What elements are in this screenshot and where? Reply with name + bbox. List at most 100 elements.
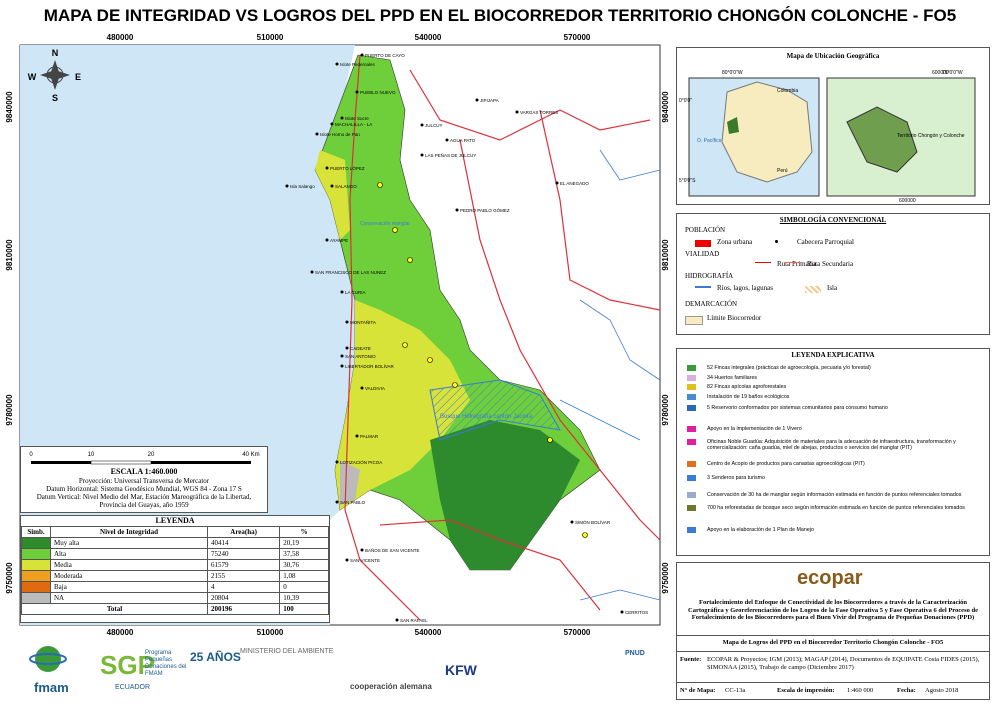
feature-label: Bosque Hidrografía cantón Jacinta (440, 414, 533, 420)
ex-item: Centro de Acopio de productos para canas… (707, 461, 865, 467)
place-dot (340, 364, 344, 368)
place-label: SIMÓN BOLÍVAR (575, 519, 611, 525)
project-marker (452, 382, 458, 388)
place-dot (355, 434, 359, 438)
scale-title: ESCALA 1:460.000 (110, 467, 178, 476)
place-dot (455, 208, 459, 212)
scale-tick: 0 (29, 452, 33, 458)
plan-manejo (429, 379, 561, 441)
place-label: Isla Salango (290, 184, 315, 189)
ex-item: 5 Reservorio conformados por sistemas co… (707, 405, 888, 411)
place-dot (310, 270, 314, 274)
x-coord: 570000 (564, 33, 591, 42)
scale-tick: 40 Km (242, 452, 259, 458)
legend-row: Alta 75240 37,58 (21, 548, 329, 560)
loc-coord: 75°0'0"W (942, 70, 963, 76)
legend-title: LEYENDA (155, 516, 195, 525)
place-label: PUERTO DE CAYO (365, 53, 405, 58)
loc-label: Territorio Chongón y Colonche (897, 133, 965, 139)
place-label: LIBERTADOR BOLÍVAR (345, 363, 395, 369)
map-no: CC-13a (725, 687, 746, 694)
legend-cell: 20804 (206, 592, 281, 604)
place-dot (330, 122, 334, 126)
legend-cell: Baja (50, 581, 208, 593)
loc-label: Perú (777, 168, 788, 174)
project-marker (407, 257, 413, 263)
map: 480000 480000 510000 510000 540000 540000 5700… (5, 33, 670, 637)
place-label: CADEATE (350, 346, 371, 351)
compass-letter: S (52, 93, 58, 103)
scale-tick: 10 (88, 452, 95, 458)
ex-item: Oficinas Noble Guadúa: Adquisición de ma… (707, 439, 956, 451)
place-dot (325, 238, 329, 242)
legend-cell: Total (21, 603, 208, 615)
y-coord: 9810000 (661, 239, 670, 271)
swatch (21, 537, 51, 549)
ecopar: ecopar (797, 567, 863, 589)
sym-icon (775, 240, 778, 243)
location-title: Mapa de Ubicación Geográfica (786, 52, 880, 60)
sym-label: Ríos, lagos, lagunas (717, 284, 773, 292)
place-dot (345, 320, 349, 324)
zone-media (315, 150, 350, 240)
place-dot (620, 610, 624, 614)
place-dot (340, 290, 344, 294)
ex-item: Apoyo en la implementación de 1 Vivero (707, 426, 802, 432)
logo-text: PNUD (625, 650, 645, 657)
logo-text: 25 AÑOS (190, 650, 241, 664)
legend-cell: Moderada (50, 570, 208, 582)
place-dot (330, 184, 334, 188)
sym-icon (685, 316, 703, 325)
place-label: Islote Sucre (345, 116, 369, 121)
scale-tick: 20 (148, 452, 155, 458)
sym-group: POBLACIÓN (685, 226, 726, 234)
ex-icon (687, 405, 696, 411)
place-dot (360, 386, 364, 390)
credits: ecopar Fortalecimiento del Enfoque de Co… (676, 562, 990, 700)
place-dot (395, 618, 399, 622)
ex-item: 3 Senderos para turismo (707, 475, 766, 481)
place-label: MONTAÑITA (350, 319, 376, 325)
x-coord: 510000 (257, 628, 284, 637)
compass-letter: E (75, 72, 81, 82)
y-coord: 9750000 (5, 562, 14, 594)
place-label: Islote Horno de Pan (320, 132, 360, 137)
project-marker (377, 182, 383, 188)
y-coord: 9750000 (661, 562, 670, 594)
zone-muy-alta (430, 420, 580, 570)
legend-cell: 37,58 (279, 548, 329, 560)
title: MAPA DE INTEGRIDAD VS LOGROS DEL PPD EN … (43, 6, 957, 25)
place-dot (335, 62, 339, 66)
legend-cell: 61579 (206, 559, 281, 571)
place-label: LOTIZACIÓN PICOA (340, 459, 382, 465)
sym-label: Cabecera Parroquial (797, 238, 854, 246)
x-coord: 540000 (415, 628, 442, 637)
scale-line: Proyección: Universal Transversa de Merc… (78, 477, 210, 485)
x-coord: 480000 (107, 628, 134, 637)
logo-text: Programa Pequeñas Donaciones del FMAM (145, 650, 187, 677)
place-dot (315, 132, 319, 136)
place-dot (475, 98, 479, 102)
legend-cell: Alta (50, 548, 208, 560)
loc-label: Colombia (777, 88, 798, 94)
place-label: CERRITOS (625, 610, 648, 615)
ex-item: 52 Fincas integrales (prácticas de agroe… (707, 365, 871, 371)
compass (40, 60, 70, 90)
roads (344, 54, 661, 621)
sym-icon (785, 262, 801, 263)
place-dot (335, 460, 339, 464)
ex-item: Conservación de 30 ha de manglar según i… (707, 492, 962, 498)
legend-cell: 30,76 (279, 559, 329, 571)
legend-row: Muy alta 40414 20,19 (21, 537, 329, 549)
sym-group: HIDROGRAFÍA (685, 272, 734, 280)
place-dot (345, 346, 349, 350)
place-label: VARGAS TORRES (520, 110, 558, 115)
swatch (21, 548, 51, 560)
place-dot (360, 53, 364, 57)
x-coord: 480000 (107, 33, 134, 42)
source: ECOPAR & Proyectos; IGM (2013); MAGAP (2… (707, 656, 980, 671)
date: Agosto 2018 (925, 687, 959, 694)
place-label: SAN FRANCISCO DE LAS NUNEZ (315, 270, 386, 275)
place-label: BAÑOS DE SAN VICENTE (365, 547, 420, 553)
date-label: Fecha: (897, 687, 916, 694)
